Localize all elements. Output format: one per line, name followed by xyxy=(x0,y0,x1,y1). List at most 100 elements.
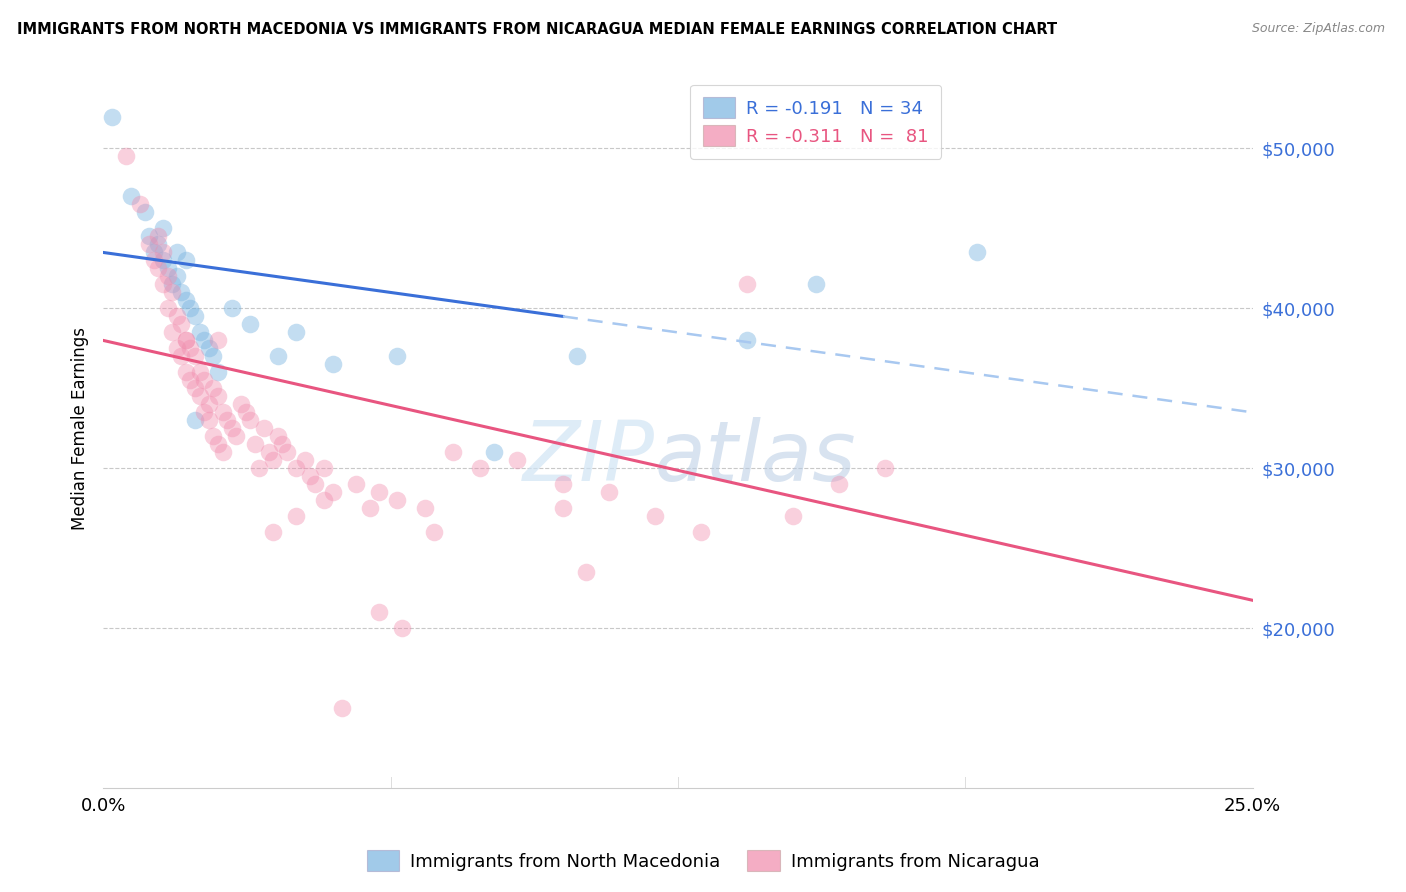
Point xyxy=(253,421,276,435)
Point xyxy=(120,189,142,203)
Point xyxy=(207,437,229,451)
Point xyxy=(235,405,257,419)
Point xyxy=(221,301,243,316)
Point xyxy=(804,277,827,292)
Point xyxy=(198,342,221,356)
Point xyxy=(322,358,344,372)
Point xyxy=(179,301,201,316)
Point xyxy=(285,461,308,475)
Point xyxy=(184,350,207,364)
Point xyxy=(368,485,391,500)
Point xyxy=(202,350,225,364)
Point xyxy=(188,365,211,379)
Point xyxy=(198,413,221,427)
Point xyxy=(198,397,221,411)
Point xyxy=(184,310,207,324)
Point xyxy=(134,205,156,219)
Point xyxy=(166,269,188,284)
Point xyxy=(156,269,179,284)
Point xyxy=(202,381,225,395)
Point xyxy=(828,477,851,491)
Point xyxy=(312,461,335,475)
Legend: Immigrants from North Macedonia, Immigrants from Nicaragua: Immigrants from North Macedonia, Immigra… xyxy=(360,843,1046,879)
Point xyxy=(299,469,322,483)
Point xyxy=(387,350,409,364)
Point xyxy=(142,245,165,260)
Point xyxy=(644,509,666,524)
Point xyxy=(179,342,201,356)
Point xyxy=(387,493,409,508)
Point xyxy=(207,334,229,348)
Text: atlas: atlas xyxy=(655,417,856,498)
Point xyxy=(368,605,391,619)
Point xyxy=(184,413,207,427)
Point xyxy=(188,389,211,403)
Point xyxy=(193,373,215,387)
Point xyxy=(156,261,179,276)
Point xyxy=(174,253,197,268)
Point xyxy=(285,326,308,340)
Point xyxy=(166,310,188,324)
Point xyxy=(482,445,505,459)
Point xyxy=(262,453,284,467)
Point xyxy=(304,477,326,491)
Point xyxy=(152,221,174,235)
Point xyxy=(735,277,758,292)
Point xyxy=(160,277,183,292)
Point xyxy=(160,285,183,300)
Point xyxy=(551,501,574,516)
Point xyxy=(391,621,413,635)
Point xyxy=(359,501,381,516)
Point xyxy=(690,525,713,540)
Point xyxy=(184,381,207,395)
Text: ZIP: ZIP xyxy=(523,417,655,498)
Point xyxy=(229,397,252,411)
Point xyxy=(193,405,215,419)
Point xyxy=(138,237,160,252)
Point xyxy=(243,437,266,451)
Point xyxy=(782,509,804,524)
Point xyxy=(174,334,197,348)
Point xyxy=(115,149,138,163)
Point xyxy=(188,326,211,340)
Point xyxy=(217,413,239,427)
Point xyxy=(239,318,262,332)
Point xyxy=(170,285,193,300)
Point xyxy=(551,477,574,491)
Point xyxy=(152,253,174,268)
Point xyxy=(166,245,188,260)
Point xyxy=(285,509,308,524)
Point xyxy=(211,445,233,459)
Point xyxy=(142,253,165,268)
Point xyxy=(193,334,215,348)
Point xyxy=(152,277,174,292)
Point xyxy=(174,293,197,308)
Point xyxy=(225,429,247,443)
Point xyxy=(166,342,188,356)
Point xyxy=(202,429,225,443)
Point xyxy=(267,350,290,364)
Point xyxy=(152,245,174,260)
Point xyxy=(966,245,988,260)
Point xyxy=(249,461,271,475)
Point xyxy=(322,485,344,500)
Legend: R = -0.191   N = 34, R = -0.311   N =  81: R = -0.191 N = 34, R = -0.311 N = 81 xyxy=(690,85,942,159)
Point xyxy=(423,525,446,540)
Point xyxy=(174,365,197,379)
Point xyxy=(330,701,353,715)
Point xyxy=(271,437,294,451)
Point xyxy=(344,477,367,491)
Point xyxy=(565,350,588,364)
Point xyxy=(294,453,316,467)
Point xyxy=(221,421,243,435)
Text: Source: ZipAtlas.com: Source: ZipAtlas.com xyxy=(1251,22,1385,36)
Point xyxy=(174,334,197,348)
Point xyxy=(257,445,280,459)
Point xyxy=(873,461,896,475)
Point xyxy=(207,365,229,379)
Point xyxy=(598,485,620,500)
Point xyxy=(239,413,262,427)
Point xyxy=(575,566,598,580)
Point xyxy=(101,110,124,124)
Point xyxy=(211,405,233,419)
